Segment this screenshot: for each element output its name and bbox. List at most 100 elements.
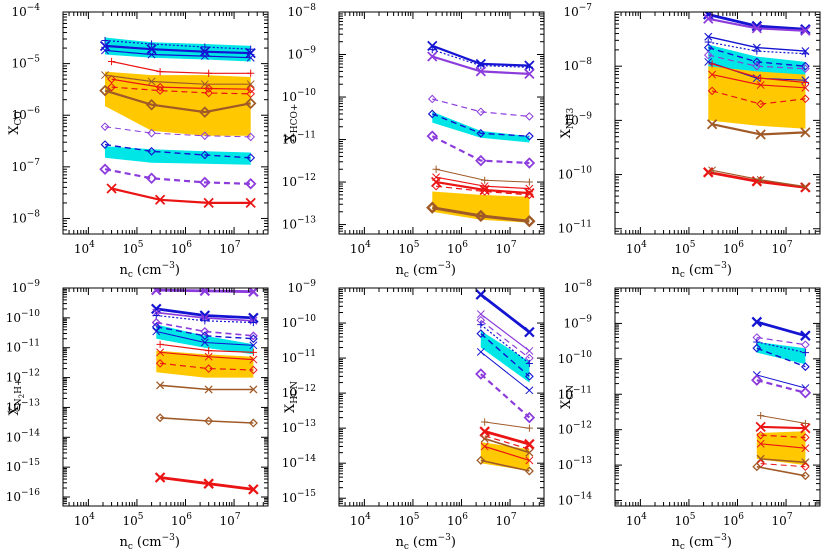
panel-p2: 104 105 106 10710−1310−1210−1110−1010−910−8… — [282, 3, 545, 280]
purple-series-line — [432, 98, 530, 117]
plot-frame — [338, 11, 545, 235]
diamond-marker — [474, 209, 488, 223]
plus-marker — [101, 36, 109, 45]
blue-series-line — [708, 46, 806, 67]
y-tick-label: 10−10 — [282, 88, 317, 104]
x-marker — [801, 83, 810, 92]
x-marker — [800, 423, 811, 434]
x-axis-label: nc (cm−3) — [396, 261, 456, 280]
x-axis-label: nc (cm−3) — [396, 533, 456, 552]
diamond-marker — [246, 84, 255, 94]
diamond-marker — [147, 146, 156, 156]
diamond-marker — [801, 433, 810, 442]
x-marker — [200, 338, 209, 347]
purple-series-line — [708, 54, 806, 70]
tick-marks — [614, 11, 821, 235]
diamond-marker — [476, 128, 486, 138]
y-tick-label: 10−13 — [282, 216, 317, 232]
purple-series-line — [104, 168, 251, 185]
diamond-marker — [199, 106, 211, 118]
red-series-line — [111, 78, 251, 90]
diamond-marker — [707, 86, 717, 96]
diamond-marker — [151, 317, 161, 327]
x-tick-label: 105 — [122, 512, 143, 528]
diamond-marker — [155, 82, 165, 92]
x-marker — [480, 434, 489, 443]
red-series-line — [760, 443, 806, 449]
x-marker — [101, 46, 109, 55]
x-marker — [200, 52, 209, 61]
x-tick-label: 106 — [171, 240, 192, 256]
plus-marker — [205, 69, 213, 77]
plus-marker — [201, 43, 209, 51]
x-marker — [755, 129, 766, 140]
diamond-marker — [475, 368, 487, 380]
diamond-marker — [524, 466, 534, 476]
diamond-marker — [248, 334, 258, 344]
x-marker — [708, 70, 717, 79]
panel-p4: 104 105 106 10710−1610−1510−1410−1310−1210−… — [6, 279, 269, 552]
diamond-marker — [799, 387, 812, 399]
gold-range-band — [156, 350, 254, 378]
gold-range-band — [105, 71, 251, 136]
blue-series-line — [104, 143, 251, 159]
blue-series-line — [104, 49, 251, 59]
cyan-range-band — [432, 111, 530, 143]
brown-series-line — [756, 465, 806, 477]
x-marker — [800, 127, 811, 138]
diamond-marker — [756, 99, 765, 109]
brown-series-line — [760, 415, 806, 424]
diamond-marker — [523, 411, 536, 424]
x-tick-label: 107 — [772, 512, 793, 528]
diamond-marker — [248, 418, 258, 428]
diamond-marker — [431, 181, 441, 191]
diamond-marker — [248, 331, 258, 341]
x-marker — [203, 478, 214, 489]
x-marker — [204, 352, 213, 361]
y-tick-label: 10−15 — [6, 458, 41, 474]
diamond-marker — [801, 64, 810, 73]
y-tick-label: 10−11 — [558, 220, 592, 236]
diamond-marker — [523, 157, 536, 169]
x-tick-label: 104 — [74, 240, 95, 256]
x-marker — [801, 444, 810, 453]
gold-range-band — [480, 442, 530, 471]
x-tick-label: 107 — [220, 512, 241, 528]
blue-series-line — [756, 374, 806, 389]
tick-marks — [62, 287, 269, 507]
x-marker — [479, 426, 490, 437]
plus-marker — [107, 57, 116, 66]
y-tick-label: 10−5 — [11, 55, 40, 71]
x-tick-label: 106 — [171, 512, 192, 528]
x-tick-label: 104 — [74, 512, 95, 528]
x-marker — [756, 454, 765, 463]
y-tick-label: 10−9 — [11, 279, 40, 295]
x-axis-label: nc (cm−3) — [120, 261, 180, 280]
x-marker — [427, 40, 438, 51]
x-marker — [708, 166, 717, 175]
diamond-marker — [199, 176, 211, 189]
y-tick-label: 10−13 — [282, 419, 317, 435]
x-marker — [524, 326, 535, 338]
plus-marker — [201, 317, 209, 325]
brown-series-line — [160, 417, 254, 424]
tick-marks — [614, 287, 821, 507]
tick-marks — [62, 11, 269, 235]
plot-area — [751, 316, 812, 481]
x-marker — [246, 53, 255, 62]
x-marker — [480, 442, 489, 451]
x-tick-label: 105 — [674, 240, 695, 256]
y-tick-label: 10−9 — [563, 314, 592, 330]
x-axis-label: nc (cm−3) — [672, 261, 732, 280]
gold-range-band — [432, 191, 530, 223]
brown-series-line — [760, 458, 806, 464]
y-tick-label: 10−4 — [11, 3, 40, 19]
x-marker — [200, 80, 209, 89]
x-tick-label: 107 — [496, 512, 517, 528]
x-marker — [525, 346, 534, 355]
purple-series-line — [756, 379, 806, 394]
plot-area — [150, 288, 259, 495]
cyan-range-band — [756, 341, 806, 365]
diamond-marker — [204, 364, 213, 373]
